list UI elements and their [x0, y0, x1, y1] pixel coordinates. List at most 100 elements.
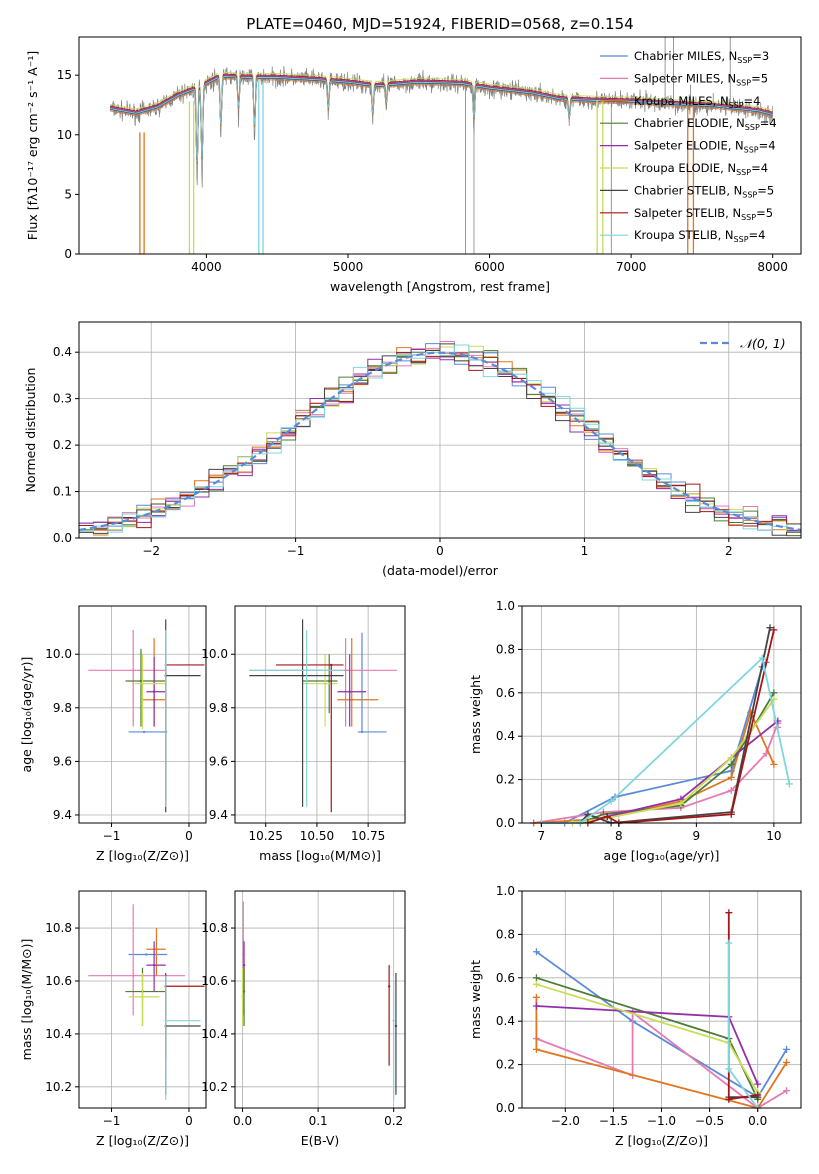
- axes-frame: [78, 605, 207, 824]
- data-point: [132, 974, 135, 977]
- legend-label: Salpeter ELODIE, N: [634, 139, 744, 153]
- data-marker: [725, 1065, 733, 1073]
- legend-value: =4: [744, 94, 761, 108]
- data-marker: [532, 993, 540, 1001]
- legend-value: =4: [759, 139, 776, 153]
- normal-curve: [78, 351, 802, 531]
- data-point: [141, 995, 144, 999]
- legend-value: =4: [751, 161, 768, 175]
- legend-value: =4: [760, 116, 777, 130]
- data-marker: [758, 654, 766, 662]
- y-tick-label: 10: [57, 128, 72, 142]
- y-axis-label: age [log₁₀(age/yr)]: [19, 657, 34, 773]
- y-tick-label: 9.6: [209, 754, 228, 768]
- data-point: [348, 690, 351, 693]
- legend-value: =4: [749, 228, 766, 242]
- y-tick-label: 0.1: [53, 485, 72, 499]
- y-tick-label: 10.8: [45, 921, 72, 935]
- y-tick-label: 10.4: [201, 1027, 228, 1041]
- data-point: [242, 963, 246, 967]
- x-tick-label: 7000: [616, 260, 647, 274]
- x-tick-label: −1.0: [647, 1114, 676, 1128]
- legend-subscript: SSP: [744, 146, 759, 155]
- data-point: [392, 1019, 395, 1022]
- data-point: [350, 698, 353, 701]
- axes-frame: [78, 890, 207, 1109]
- model-dropout: [596, 100, 604, 254]
- model-dropout: [188, 101, 195, 254]
- legend-value: =3: [752, 49, 769, 63]
- data-point: [142, 730, 146, 734]
- data-marker: [783, 1045, 791, 1053]
- panel-4: [522, 605, 801, 824]
- data-point: [152, 690, 156, 693]
- x-tick-label: 10.75: [351, 829, 385, 843]
- data-marker: [727, 786, 735, 794]
- x-tick-label: 8: [615, 829, 623, 843]
- legend-subscript: SSP: [729, 101, 744, 110]
- x-axis-label: age [log₁₀(age/yr)]: [604, 848, 720, 863]
- y-tick-label: 9.4: [209, 808, 228, 822]
- x-tick-label: −1.5: [599, 1114, 628, 1128]
- y-axis-label: mass [log₁₀(M/M⊙)]: [19, 939, 34, 1061]
- y-tick-label: 10.0: [45, 647, 72, 661]
- series-line-kroupa-miles: [535, 997, 788, 1110]
- x-tick-label: 0: [436, 544, 444, 558]
- data-marker: [770, 760, 778, 768]
- legend-value: =5: [756, 206, 773, 220]
- legend-label: Salpeter STELIB, N: [634, 206, 741, 220]
- data-marker: [532, 974, 540, 982]
- data-marker: [677, 799, 685, 807]
- y-tick-label: 0.3: [53, 392, 72, 406]
- legend-subscript: SSP: [741, 213, 756, 222]
- y-tick-label: 15: [57, 68, 72, 82]
- spectrum-plot-area: [109, 37, 774, 254]
- legend-label: Kroupa STELIB, N: [634, 228, 734, 242]
- data-point: [330, 663, 333, 667]
- data-point: [241, 995, 244, 999]
- data-point: [155, 948, 158, 951]
- x-tick-label: 6000: [474, 260, 505, 274]
- y-tick-label: 0.4: [496, 729, 515, 743]
- data-marker: [770, 689, 778, 697]
- x-tick-label: 0.0: [233, 1114, 252, 1128]
- y-axis-label: mass weight: [468, 675, 483, 754]
- y-tick-label: 0.0: [53, 531, 72, 545]
- model-line-kroupa-stelib: [109, 76, 773, 163]
- x-tick-label: 0.1: [309, 1114, 328, 1128]
- data-marker: [783, 1087, 791, 1095]
- legend-entry: Chabrier ELODIE, NSSP=4: [634, 116, 777, 132]
- data-point: [139, 679, 143, 683]
- x-tick-label: 10.50: [300, 829, 334, 843]
- y-tick-label: 9.8: [209, 701, 228, 715]
- legend-subscript: SSP: [736, 78, 751, 87]
- y-tick-label: 1.0: [496, 599, 515, 613]
- y-tick-label: 9.4: [53, 808, 72, 822]
- data-marker: [727, 760, 735, 768]
- legend-label: 𝒩(0, 1): [740, 336, 786, 351]
- legend-subscript: SSP: [736, 168, 751, 177]
- data-marker: [725, 1095, 733, 1103]
- y-tick-label: 10.6: [45, 974, 72, 988]
- data-marker: [727, 810, 735, 818]
- legend-label: Kroupa ELODIE, N: [634, 161, 736, 175]
- x-tick-label: 10: [766, 829, 781, 843]
- y-tick-label: 0.6: [496, 686, 515, 700]
- y-axis-label: Normed distribution: [23, 368, 38, 493]
- x-axis-label: Z [log₁₀(Z/Z⊙)]: [96, 848, 189, 863]
- x-axis-label: E(B-V): [301, 1133, 340, 1148]
- data-point: [360, 730, 364, 734]
- y-tick-label: 0.2: [496, 773, 515, 787]
- data-marker: [532, 948, 540, 956]
- legend-label: Chabrier MILES, N: [634, 49, 737, 63]
- data-point: [305, 669, 308, 672]
- y-tick-label: 0: [64, 247, 72, 261]
- x-tick-label: 4000: [191, 260, 222, 274]
- x-axis-label: Z [log₁₀(Z/Z⊙)]: [615, 1133, 708, 1148]
- axes-frame: [234, 605, 406, 824]
- legend-label: Salpeter MILES, N: [634, 71, 736, 85]
- data-point: [394, 1024, 398, 1028]
- y-tick-label: 0.0: [496, 816, 515, 830]
- data-marker: [770, 626, 778, 634]
